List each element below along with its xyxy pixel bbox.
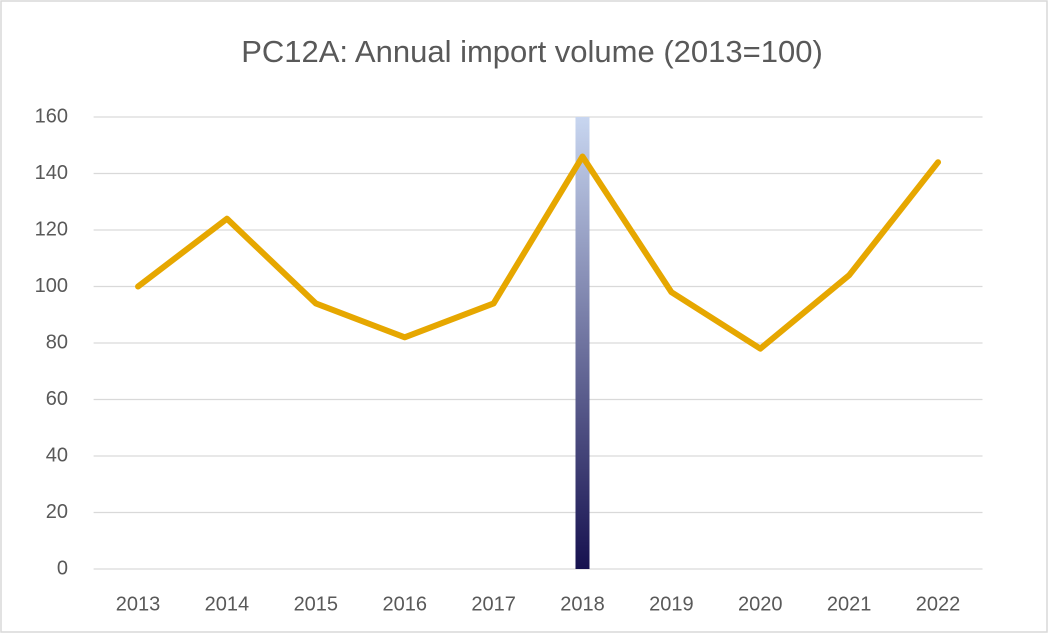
y-tick-label: 40 [46, 444, 68, 466]
x-tick-label: 2015 [294, 593, 339, 615]
y-tick-label: 140 [35, 162, 68, 184]
x-tick-label: 2014 [205, 593, 250, 615]
y-tick-label: 80 [46, 331, 68, 353]
x-tick-label: 2016 [382, 593, 427, 615]
y-tick-label: 120 [35, 218, 68, 240]
y-tick-label: 60 [46, 388, 68, 410]
line-series [135, 153, 942, 352]
y-tick-label: 100 [35, 275, 68, 297]
x-tick-label: 2020 [738, 593, 783, 615]
chart-title: PC12A: Annual import volume (2013=100) [241, 34, 823, 69]
highlight-bar [575, 117, 590, 569]
x-tick-label: 2022 [916, 593, 961, 615]
x-tick-label: 2021 [827, 593, 872, 615]
y-tick-label: 160 [35, 105, 68, 127]
x-tick-label: 2013 [116, 593, 161, 615]
x-tick-label: 2017 [471, 593, 516, 615]
x-tick-label: 2019 [649, 593, 694, 615]
x-tick-label: 2018 [560, 593, 605, 615]
y-tick-label: 20 [46, 501, 68, 523]
y-tick-label: 0 [57, 557, 68, 579]
